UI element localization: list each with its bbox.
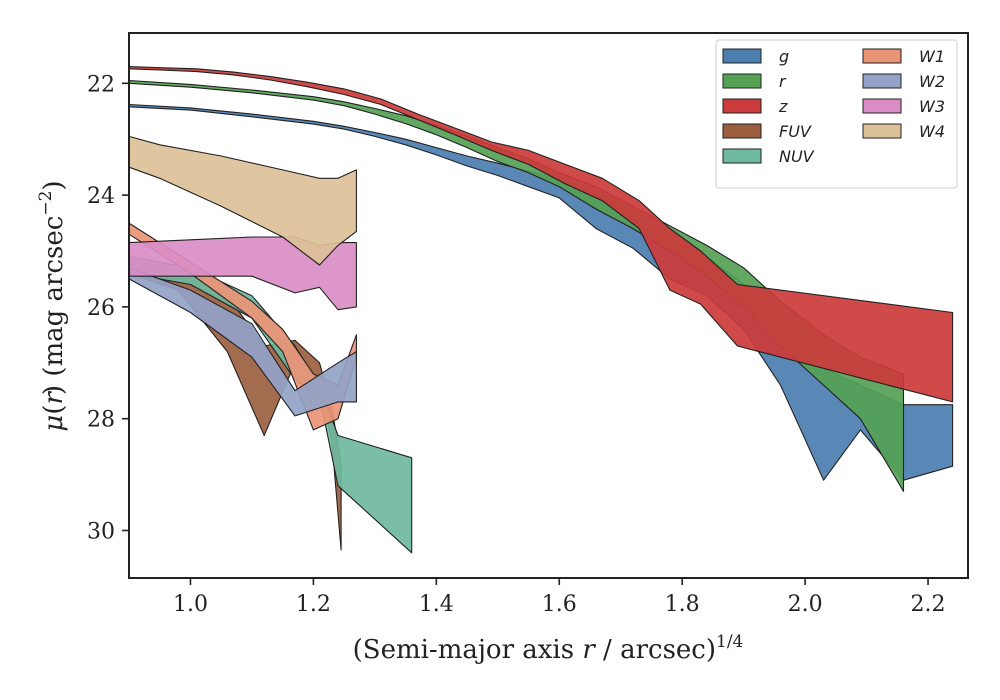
legend-swatch-r (722, 73, 762, 89)
band-w4 (128, 135, 357, 266)
legend-swatch-nuv (722, 148, 762, 164)
legend-swatch-fuv (722, 123, 762, 139)
legend-swatch-w3 (862, 98, 902, 114)
y-tick-label: 28 (87, 408, 115, 433)
legend: grz FUV NUV W1 W2 W3 W4 (715, 39, 958, 189)
legend-label-fuv: FUV (779, 122, 812, 141)
band-w3 (128, 236, 357, 311)
legend-label-g: g (779, 47, 789, 66)
legend-label-z: z (778, 97, 788, 116)
band-z (128, 65, 954, 403)
legend-label-nuv: NUV (779, 147, 815, 166)
bands-layer (128, 65, 954, 554)
legend-label-w4: W4 (919, 122, 945, 141)
x-tick-label: 1.4 (419, 592, 454, 617)
legend-swatch-z (722, 98, 762, 114)
legend-label-w2: W2 (919, 72, 945, 91)
x-tick-label: 1.2 (296, 592, 331, 617)
x-tick-label: 2.2 (911, 592, 946, 617)
legend-swatch-w2 (862, 73, 902, 89)
x-tick-label: 1.0 (173, 592, 208, 617)
plot-frame (128, 32, 969, 579)
y-axis-label: μ(r) (mag arcsec−2) (36, 180, 69, 431)
x-tick-label: 2.0 (788, 592, 823, 617)
y-tick-label: 24 (87, 184, 115, 209)
y-axis: 22 24 26 28 30 (87, 72, 129, 544)
legend-swatch-w4 (862, 123, 902, 139)
y-tick-label: 30 (87, 519, 115, 544)
x-tick-label: 1.8 (665, 592, 700, 617)
x-axis: 1.0 1.2 1.4 1.6 1.8 2.0 2.2 (173, 578, 946, 617)
legend-label-w3: W3 (919, 97, 945, 116)
legend-label-r: r (779, 72, 787, 91)
band-g (128, 103, 954, 481)
legend-swatch-g (722, 48, 762, 64)
band-w2 (128, 267, 357, 417)
y-tick-label: 22 (87, 72, 115, 97)
legend-label-w1: W1 (919, 47, 945, 66)
x-tick-label: 1.6 (542, 592, 577, 617)
x-axis-label: (Semi-major axis r / arcsec)1/4 (353, 632, 744, 665)
y-tick-label: 26 (87, 296, 115, 321)
legend-swatch-w1 (862, 48, 902, 64)
band-nuv (128, 256, 413, 554)
